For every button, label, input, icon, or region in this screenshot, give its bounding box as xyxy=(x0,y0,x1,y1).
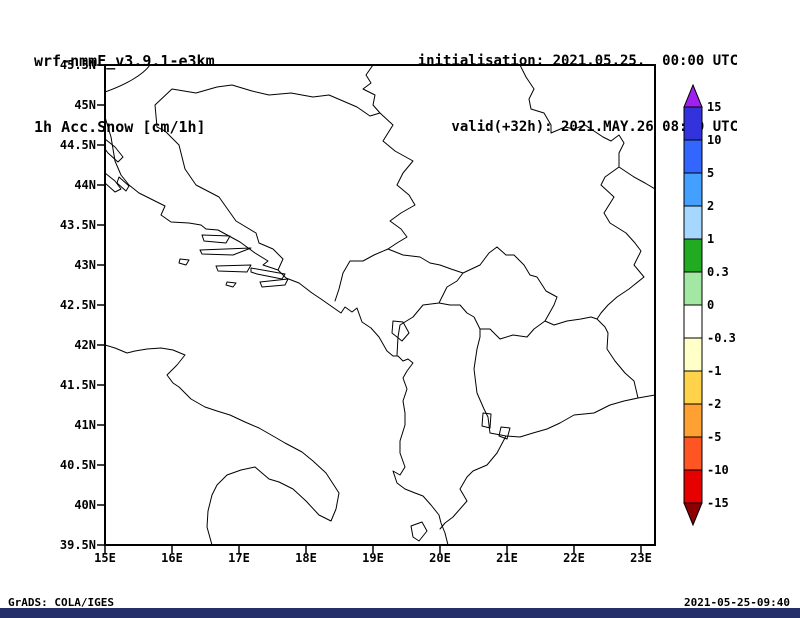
lake-prespa xyxy=(498,426,511,440)
colorbar-arrow-top xyxy=(683,84,703,108)
island-corfu xyxy=(410,521,428,542)
colorbar-segment xyxy=(683,436,703,471)
coastline-italy xyxy=(105,344,340,545)
border-serbia-romania-danube xyxy=(519,65,655,190)
colorbar-label: -0.3 xyxy=(707,331,736,345)
island-hvar xyxy=(199,247,252,256)
taskbar-edge xyxy=(0,608,800,618)
lon-axis-ticks xyxy=(104,545,642,553)
lat-tick-label: 43.5N xyxy=(59,218,96,232)
peninsula-peljesac xyxy=(250,267,286,280)
colorbar-segment xyxy=(683,139,703,174)
lake-ohrid xyxy=(481,412,492,429)
lat-tick-label: 45.5N xyxy=(59,58,96,72)
lat-tick-label: 42N xyxy=(74,338,96,352)
lat-tick-label: 41.5N xyxy=(59,378,96,392)
colorbar-label: -15 xyxy=(707,496,729,510)
creation-timestamp: 2021-05-25-09:40 xyxy=(684,596,790,609)
border-croatia-bosnia-serbia xyxy=(154,84,416,302)
border-slovenia-croatia xyxy=(105,65,151,93)
border-greece-bulgaria-stub xyxy=(637,394,655,399)
colorbar-label: 1 xyxy=(707,232,715,246)
lat-tick-label: 44.5N xyxy=(59,138,96,152)
colorbar-segment xyxy=(683,238,703,273)
border-montenegro-kosovo-albania xyxy=(396,272,464,356)
island-pag xyxy=(105,138,124,163)
colorbar-svg xyxy=(683,84,703,526)
lon-tick-label: 21E xyxy=(496,551,518,565)
lon-tick-label: 23E xyxy=(630,551,652,565)
lat-tick-label: 39.5N xyxy=(59,538,96,552)
island-dugi-otok xyxy=(105,172,122,193)
lat-tick-label: 41N xyxy=(74,418,96,432)
lat-tick-label: 40.5N xyxy=(59,458,96,472)
colorbar-segment xyxy=(683,469,703,504)
border-croatia-serbia-danube xyxy=(362,65,381,114)
lon-tick-label: 20E xyxy=(429,551,451,565)
island-mljet xyxy=(259,278,289,288)
border-macedonia xyxy=(473,316,639,438)
lon-tick-label: 15E xyxy=(94,551,116,565)
map-frame xyxy=(104,64,656,546)
lat-tick-label: 40N xyxy=(74,498,96,512)
colorbar-label: 10 xyxy=(707,133,722,147)
lake-shkodra xyxy=(391,320,410,342)
lat-tick-label: 45N xyxy=(74,98,96,112)
colorbar-label: 15 xyxy=(707,100,722,114)
border-kosovo xyxy=(438,246,558,340)
lon-tick-label: 22E xyxy=(563,551,585,565)
colorbar-segment xyxy=(683,205,703,240)
island-lastovo xyxy=(225,281,237,288)
colorbar-segment xyxy=(683,172,703,207)
border-serbia-bulgaria xyxy=(596,166,645,320)
island-korcula xyxy=(215,264,252,273)
colorbar-label: -10 xyxy=(707,463,729,477)
colorbar-arrow-bottom xyxy=(683,502,703,526)
colorbar-label: 2 xyxy=(707,199,715,213)
colorbar-label: -2 xyxy=(707,397,722,411)
border-serbia-montenegro xyxy=(387,248,464,274)
lon-tick-label: 19E xyxy=(362,551,384,565)
colorbar-label: -1 xyxy=(707,364,722,378)
lon-tick-label: 18E xyxy=(295,551,317,565)
lat-tick-label: 44N xyxy=(74,178,96,192)
colorbar-label: 0.3 xyxy=(707,265,729,279)
colorbar-segment xyxy=(683,337,703,372)
island-vis xyxy=(178,258,190,266)
coastline-balkan-adriatic xyxy=(105,116,449,545)
island-pasman xyxy=(116,176,130,192)
island-brac xyxy=(201,234,231,244)
border-albania-greece xyxy=(439,435,507,530)
colorbar-label: -5 xyxy=(707,430,722,444)
colorbar-segment xyxy=(683,304,703,339)
colorbar-label: 5 xyxy=(707,166,715,180)
lat-tick-label: 43N xyxy=(74,258,96,272)
colorbar-segment xyxy=(683,403,703,438)
lon-tick-label: 16E xyxy=(161,551,183,565)
lat-axis-ticks xyxy=(97,64,105,546)
colorbar-segment xyxy=(683,370,703,405)
variable-name: 1h Acc.Snow [cm/1h] xyxy=(34,118,206,136)
colorbar-label: 0 xyxy=(707,298,715,312)
grads-credit: GrADS: COLA/IGES xyxy=(8,596,114,609)
plot-title: wrf-nmmE_v3.9.1-e3km 1h Acc.Snow [cm/1h] xyxy=(34,6,215,160)
colorbar-segment xyxy=(683,106,703,141)
lat-tick-label: 42.5N xyxy=(59,298,96,312)
colorbar-segment xyxy=(683,271,703,306)
lon-tick-label: 17E xyxy=(228,551,250,565)
